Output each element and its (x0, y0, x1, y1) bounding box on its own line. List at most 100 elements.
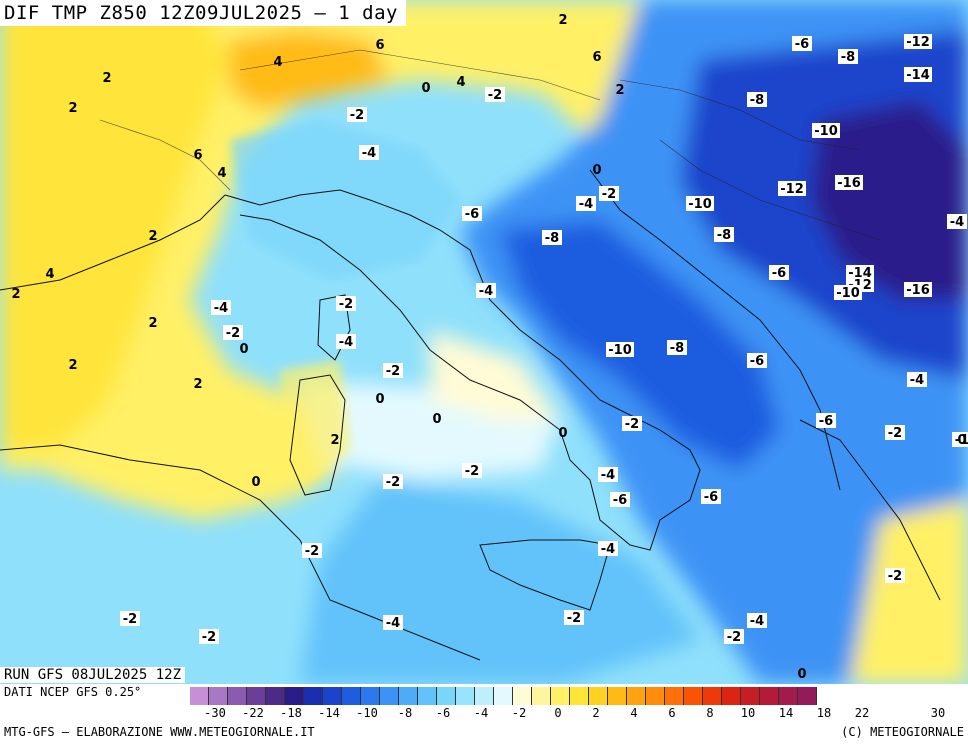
legend-tick-label: -30 (204, 706, 226, 720)
field-mid-south (300, 480, 700, 684)
isotherm-label: 0 (797, 667, 806, 682)
legend-tick-label: -8 (397, 706, 413, 720)
coast-france (0, 194, 226, 291)
isotherm-label: -4 (601, 542, 615, 557)
legend-tick-label: -6 (435, 706, 451, 720)
isotherm-label: -4 (214, 301, 228, 316)
isotherm-label: -6 (613, 493, 627, 508)
legend-swatch (190, 687, 209, 705)
legend-swatch (456, 687, 475, 705)
coast-italy (224, 189, 701, 551)
isotherm-label: -4 (386, 616, 400, 631)
isotherm-label: -16 (837, 176, 861, 191)
isotherm-label-bg (907, 372, 927, 387)
isotherm-label-bg (336, 334, 356, 349)
isotherm-label: -4 (479, 284, 493, 299)
isotherm-label: 6 (375, 38, 384, 53)
isotherm-label: -10 (688, 197, 712, 212)
isotherm-label: 0 (592, 163, 601, 178)
isotherm-label-bg (885, 425, 905, 440)
legend-swatch (608, 687, 627, 705)
legend-swatch (285, 687, 304, 705)
isotherm-label: -14 (906, 68, 930, 83)
isotherm-label: 2 (558, 13, 567, 28)
isotherm-label: 2 (148, 316, 157, 331)
legend-tick-label: 0 (554, 706, 562, 720)
isotherm-label: -2 (123, 612, 137, 627)
legend-swatch (532, 687, 551, 705)
isotherm-label: 4 (273, 55, 282, 70)
isotherm-label: -2 (888, 426, 902, 441)
legend-tick-label: 8 (706, 706, 714, 720)
coastlines (0, 169, 941, 661)
isotherm-label: 4 (217, 166, 226, 181)
isotherm-label-bg (812, 123, 840, 138)
isotherm-label: 4 (456, 75, 465, 90)
isotherm-label-bg (701, 489, 721, 504)
legend-swatch (437, 687, 456, 705)
run-label: RUN GFS 08JUL2025 12Z (0, 667, 186, 683)
isotherm-label-bg (606, 342, 634, 357)
isotherm-label-bg (336, 296, 356, 311)
isotherm-label: -4 (579, 197, 593, 212)
isotherm-label-bg (383, 474, 403, 489)
field-purple-core (810, 100, 968, 300)
legend-swatch (646, 687, 665, 705)
legend-swatch (665, 687, 684, 705)
isotherm-label-bg (904, 282, 932, 297)
legend-swatch (247, 687, 266, 705)
legend-swatch (627, 687, 646, 705)
isotherm-label: -12 (780, 182, 804, 197)
isotherm-label: -6 (465, 207, 479, 222)
legend-tick-label: 10 (740, 706, 756, 720)
isotherm-label-bg (747, 613, 767, 628)
isotherm-label: 6 (592, 50, 601, 65)
isotherm-label: -10 (836, 286, 860, 301)
legend-swatch (494, 687, 513, 705)
isotherm-label-bg (542, 230, 562, 245)
coast-sardinia (289, 374, 346, 496)
color-scale-bar (190, 687, 817, 705)
legend-tick-label: 6 (668, 706, 676, 720)
isotherm-label: -4 (950, 215, 964, 230)
legend-tick-label: -10 (356, 706, 378, 720)
legend-swatch (703, 687, 722, 705)
isotherm-label-bg (667, 340, 687, 355)
isotherm-label: -2 (465, 464, 479, 479)
isotherm-label-bg (462, 463, 482, 478)
isotherm-label: -2 (386, 364, 400, 379)
isotherm-label: -8 (750, 93, 764, 108)
isotherm-label: -2 (202, 630, 216, 645)
isotherm-label-bg (120, 611, 140, 626)
isotherm-label-bg (747, 353, 767, 368)
data-source-label: DATI NCEP GFS 0.25° (0, 685, 146, 699)
isotherm-label: 0 (957, 433, 966, 448)
isotherm-label-bg (564, 610, 584, 625)
legend-swatch (722, 687, 741, 705)
legend-swatch (798, 687, 817, 705)
isotherm-label: -2 (386, 475, 400, 490)
isotherm-label-bg (846, 265, 874, 280)
isotherm-label-bg (485, 87, 505, 102)
field-patch-sardinia (280, 360, 350, 490)
field-patch-cyan (230, 120, 460, 280)
isotherm-label-bg (747, 92, 767, 107)
isotherm-label-bg (599, 186, 619, 201)
isotherm-label-bg (383, 363, 403, 378)
coast-africa (0, 444, 481, 661)
field-blue-central (500, 220, 780, 470)
isotherm-label: 0 (558, 426, 567, 441)
isotherm-label: 2 (68, 101, 77, 116)
legend-swatch (323, 687, 342, 705)
isotherm-label: -10 (608, 343, 632, 358)
isotherm-label: -4 (362, 146, 376, 161)
isotherm-label-bg (724, 629, 744, 644)
isotherm-label: -2 (339, 297, 353, 312)
field-warm-west2 (0, 0, 230, 450)
isotherm-label-bg (199, 629, 219, 644)
coast-sicily (479, 539, 611, 611)
legend-swatch (475, 687, 494, 705)
isotherm-label: 6 (193, 148, 202, 163)
isotherm-label: 2 (615, 83, 624, 98)
legend-swatch (589, 687, 608, 705)
